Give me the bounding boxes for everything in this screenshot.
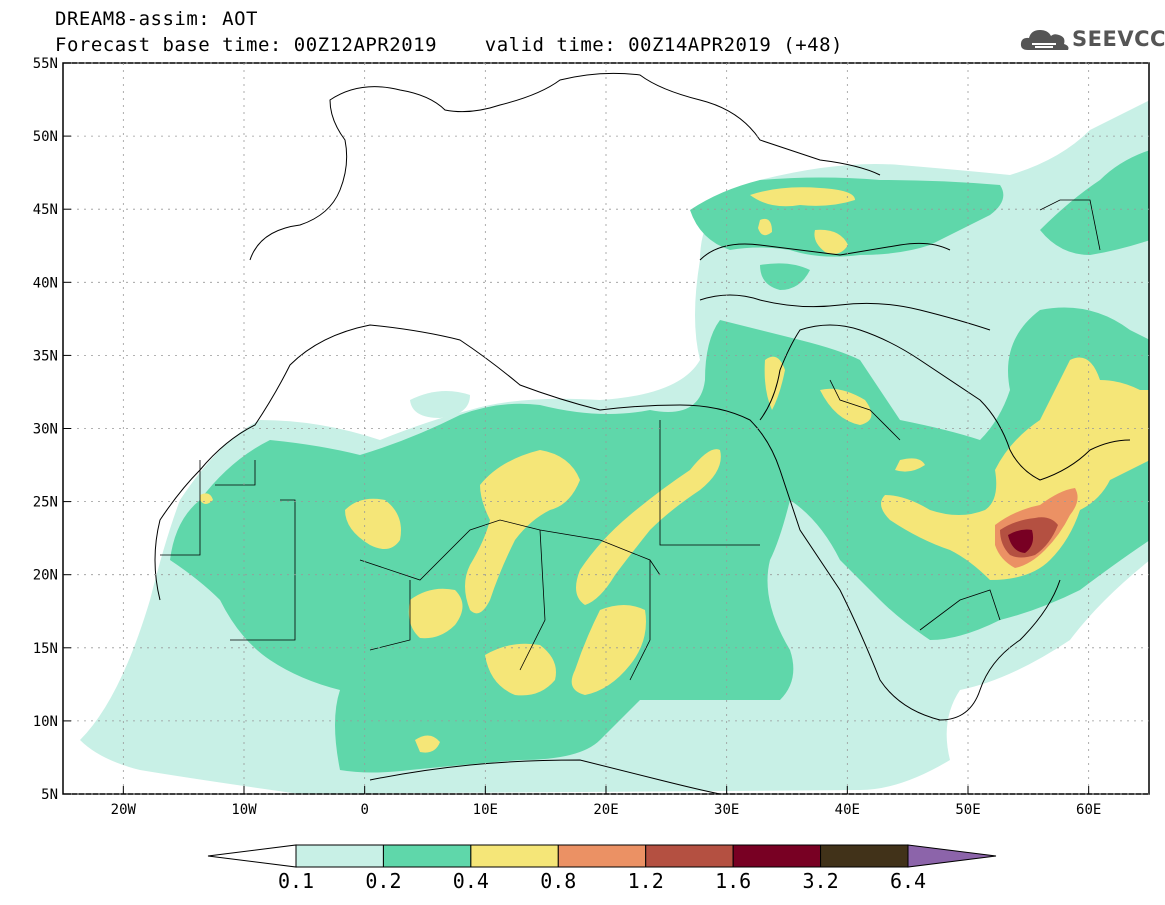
- forecast-time-subtitle: Forecast base time: 00Z12APR2019 valid t…: [55, 34, 843, 56]
- lat-tick-label: 10N: [33, 714, 58, 730]
- lat-tick-label: 20N: [33, 568, 58, 584]
- colorbar-swatch: [820, 844, 909, 868]
- colorbar-over-arrow: [907, 844, 997, 868]
- map-title: DREAM8-assim: AOT: [55, 8, 258, 30]
- lat-tick-label: 40N: [33, 275, 58, 291]
- lat-tick-label: 5N: [41, 787, 58, 803]
- colorbar-under-arrow: [207, 844, 297, 868]
- country-borders: [160, 199, 1101, 681]
- lon-tick-label: 30E: [714, 802, 739, 818]
- lat-tick-label: 30N: [33, 422, 58, 438]
- colorbar-swatch: [382, 844, 472, 868]
- lon-tick-label: 40E: [835, 802, 860, 818]
- aot-colorbar: 0.1 0.2 0.4 0.8 1.2 1.6 3.2 6.4: [207, 844, 997, 893]
- lat-tick-label: 55N: [33, 56, 58, 72]
- lat-tick-label: 25N: [33, 495, 58, 511]
- aot-field: [80, 72, 1149, 794]
- colorbar-swatch: [732, 844, 822, 868]
- coastlines: [154, 72, 1131, 794]
- colorbar-swatch: [470, 844, 559, 868]
- colorbar-swatch: [645, 844, 734, 868]
- colorbar-level-label: 3.2: [803, 869, 839, 893]
- colorbar-swatch: [295, 844, 384, 868]
- lat-lon-grid: [63, 62, 1149, 795]
- aot-contour-0.2: [170, 150, 1149, 773]
- lat-tick-label: 15N: [33, 641, 58, 657]
- lon-tick-label: 60E: [1076, 802, 1101, 818]
- colorbar-level-label: 0.4: [453, 869, 489, 893]
- lon-tick-label: 10E: [473, 802, 498, 818]
- lat-tick-label: 50N: [33, 129, 58, 145]
- colorbar-level-label: 6.4: [890, 869, 926, 893]
- axis-ticks: 20W 10W 0 10E 20E 30E 40E 50E 60E 55N 50N 45N 40N 35N…: [33, 56, 1102, 818]
- colorbar-level-label: 0.1: [278, 869, 314, 893]
- lat-tick-label: 35N: [33, 348, 58, 364]
- colorbar-level-label: 1.2: [628, 869, 664, 893]
- cloud-icon: [1020, 30, 1069, 50]
- seevccc-logo: SEEVCCC: [1018, 24, 1165, 56]
- lon-tick-label: 20W: [111, 802, 137, 818]
- lon-tick-label: 20E: [593, 802, 618, 818]
- lon-tick-label: 0: [360, 802, 368, 818]
- colorbar-level-label: 0.8: [540, 869, 576, 893]
- colorbar-swatch: [557, 844, 647, 868]
- logo-text: SEEVCCC: [1072, 27, 1165, 51]
- lat-tick-label: 45N: [33, 202, 58, 218]
- colorbar-level-label: 0.2: [365, 869, 401, 893]
- lon-tick-label: 50E: [955, 802, 980, 818]
- lon-tick-label: 10W: [231, 802, 257, 818]
- aot-contour-1.6: [1008, 529, 1034, 553]
- colorbar-level-label: 1.6: [715, 869, 751, 893]
